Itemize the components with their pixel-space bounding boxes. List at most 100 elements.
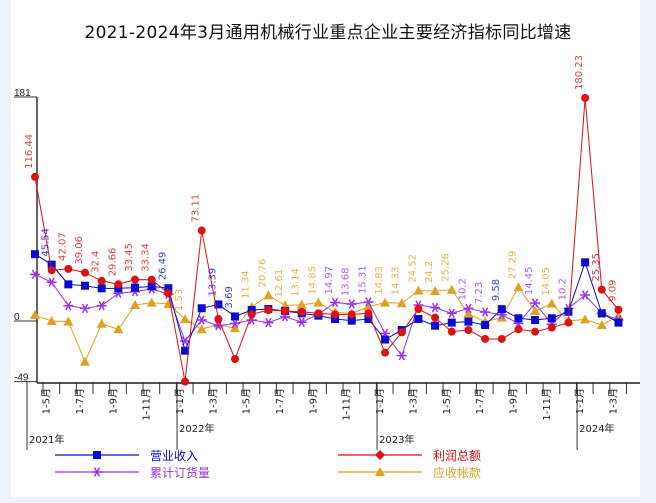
- x-tick-label: 1-9月: [307, 388, 319, 414]
- data-point: [481, 320, 490, 329]
- data-point: [546, 298, 557, 308]
- star-stroke: [65, 300, 72, 311]
- star-stroke: [331, 297, 339, 308]
- x-tick-label: 1-1月: [174, 388, 186, 414]
- data-point: [297, 307, 306, 316]
- year-label: 2024年: [579, 422, 614, 435]
- data-point: [96, 300, 107, 311]
- data-point: [597, 285, 606, 294]
- x-tick-label: 1-11月: [341, 388, 353, 421]
- data-point: [397, 328, 406, 337]
- data-point: [63, 300, 74, 311]
- data-point: [580, 314, 591, 324]
- data-label: 14.05: [541, 267, 552, 296]
- star-stroke: [31, 269, 39, 280]
- star-stroke: [581, 290, 589, 300]
- data-label: 25.35: [591, 253, 602, 282]
- year-label: 2021年: [29, 433, 64, 446]
- data-label: 14.33: [391, 267, 402, 296]
- legend-label: 利润总额: [433, 449, 481, 463]
- legend-marker: [375, 450, 385, 460]
- data-point: [147, 282, 156, 291]
- data-point: [396, 298, 407, 308]
- data-point: [597, 309, 606, 318]
- data-point: [96, 318, 107, 328]
- data-point: [247, 310, 256, 319]
- star-stroke: [481, 307, 489, 317]
- data-point: [296, 317, 307, 327]
- data-label: 29.66: [107, 248, 118, 277]
- data-point: [530, 305, 541, 315]
- data-point: [131, 283, 140, 292]
- data-point: [613, 310, 624, 320]
- x-tick-label: 1-1月: [574, 388, 586, 414]
- data-point: [181, 377, 190, 386]
- data-point: [381, 348, 390, 357]
- data-point: [147, 275, 156, 284]
- data-point: [131, 275, 140, 284]
- data-label: 15.31: [357, 265, 368, 294]
- data-point: [113, 324, 124, 334]
- data-point: [596, 319, 607, 329]
- data-label: 10.2: [457, 278, 468, 300]
- data-point: [446, 284, 457, 294]
- x-tick-label: 1-7月: [474, 388, 486, 414]
- x-tick-label: 1-3月: [407, 388, 419, 414]
- data-point: [514, 325, 523, 334]
- data-label: 9.58: [491, 279, 502, 301]
- data-label: 9.09: [607, 279, 618, 301]
- data-point: [396, 350, 407, 361]
- data-label: 14.97: [324, 266, 335, 295]
- data-point: [414, 315, 423, 324]
- data-point: [46, 316, 57, 325]
- data-label: 27.29: [507, 251, 518, 280]
- data-point: [530, 298, 541, 308]
- data-label: 13.68: [341, 267, 352, 296]
- chart-title: 2021-2024年3月通用机械行业重点企业主要经济指标同比增速: [84, 23, 572, 43]
- year-label: 2023年: [379, 433, 414, 446]
- data-point: [413, 285, 424, 295]
- x-tick-label: 1-5月: [241, 388, 253, 414]
- data-point: [146, 297, 157, 307]
- series-line: [34, 286, 619, 363]
- data-label: 11.34: [241, 270, 252, 299]
- data-point: [431, 313, 440, 322]
- year-label: 2022年: [179, 422, 214, 435]
- data-point: [197, 304, 206, 313]
- data-point: [463, 303, 474, 314]
- legend-label: 营业收入: [150, 449, 198, 463]
- x-tick-label: 1-5月: [441, 388, 453, 414]
- data-point: [31, 172, 39, 181]
- data-label: 24.2: [424, 261, 435, 283]
- data-point: [97, 284, 106, 293]
- star-stroke: [531, 298, 539, 308]
- series-line: [34, 97, 619, 382]
- data-point: [230, 323, 241, 333]
- data-point: [114, 284, 123, 293]
- x-tick-label: 1-5月: [41, 388, 53, 414]
- data-label: 14.83: [374, 266, 385, 295]
- data-label: 32.4: [91, 251, 102, 273]
- data-point: [564, 318, 573, 327]
- data-point: [313, 297, 324, 307]
- star-stroke: [48, 277, 55, 287]
- data-point: [164, 289, 173, 298]
- data-point: [81, 268, 90, 277]
- data-point: [64, 280, 73, 289]
- data-point: [196, 315, 207, 325]
- data-point: [97, 276, 106, 285]
- star-stroke: [198, 315, 205, 325]
- data-label: 180.23: [574, 55, 585, 90]
- data-point: [497, 305, 506, 314]
- data-label: 20.76: [257, 259, 268, 288]
- x-tick-label: 1-7月: [74, 388, 86, 414]
- data-point: [231, 312, 240, 321]
- x-tick-label: 1-11月: [141, 388, 153, 421]
- data-label: 13.14: [291, 268, 302, 297]
- data-point: [363, 301, 374, 311]
- data-point: [431, 321, 440, 330]
- star-stroke: [98, 300, 105, 311]
- data-point: [330, 297, 341, 308]
- data-point: [480, 307, 491, 317]
